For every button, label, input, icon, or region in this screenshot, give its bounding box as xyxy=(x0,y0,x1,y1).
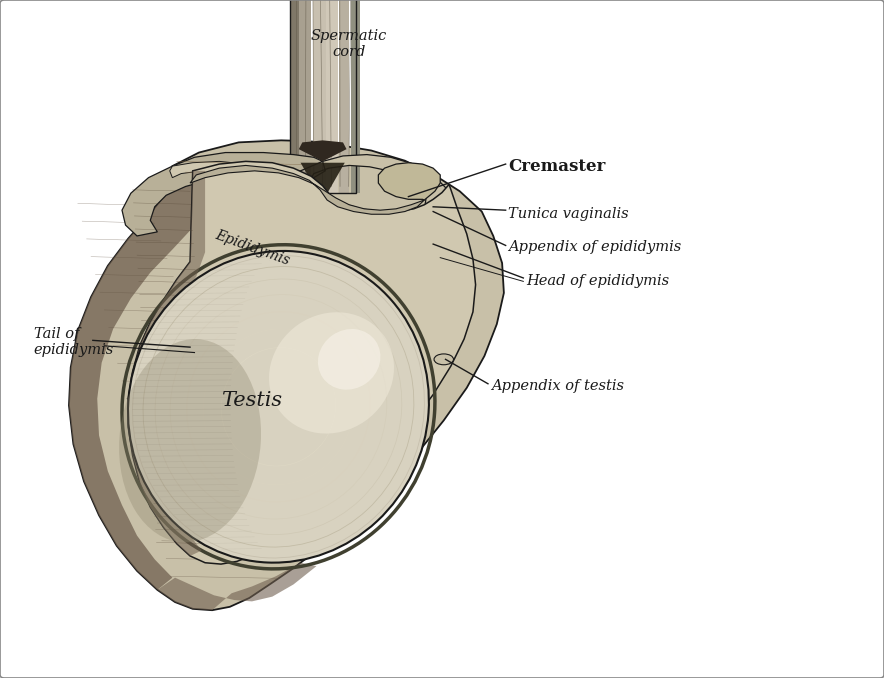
Ellipse shape xyxy=(128,251,429,563)
Polygon shape xyxy=(350,0,360,193)
Ellipse shape xyxy=(269,313,394,433)
Text: Appendix of testis: Appendix of testis xyxy=(491,380,623,393)
Text: Testis: Testis xyxy=(221,391,283,410)
Polygon shape xyxy=(308,155,451,243)
Text: Cremaster: Cremaster xyxy=(508,157,606,175)
Ellipse shape xyxy=(434,354,453,365)
Polygon shape xyxy=(69,140,504,610)
Polygon shape xyxy=(313,0,326,193)
Polygon shape xyxy=(300,0,311,193)
Polygon shape xyxy=(326,0,338,193)
Polygon shape xyxy=(122,153,323,236)
Ellipse shape xyxy=(119,339,261,542)
Text: Head of epididymis: Head of epididymis xyxy=(526,275,669,288)
Polygon shape xyxy=(170,161,308,188)
Polygon shape xyxy=(378,163,440,200)
Polygon shape xyxy=(339,0,349,193)
Polygon shape xyxy=(157,563,316,610)
Ellipse shape xyxy=(318,329,380,390)
Polygon shape xyxy=(128,161,476,564)
Polygon shape xyxy=(69,166,199,590)
Polygon shape xyxy=(301,163,345,197)
Text: Spermatic
cord: Spermatic cord xyxy=(311,29,387,59)
Polygon shape xyxy=(190,165,424,214)
Text: Epididymis: Epididymis xyxy=(213,228,291,267)
Text: Tunica vaginalis: Tunica vaginalis xyxy=(508,207,629,220)
Polygon shape xyxy=(128,171,205,556)
Polygon shape xyxy=(290,0,300,193)
Text: Tail of
epididymis: Tail of epididymis xyxy=(34,327,114,357)
Polygon shape xyxy=(299,140,347,161)
Text: Appendix of epididymis: Appendix of epididymis xyxy=(508,241,682,254)
